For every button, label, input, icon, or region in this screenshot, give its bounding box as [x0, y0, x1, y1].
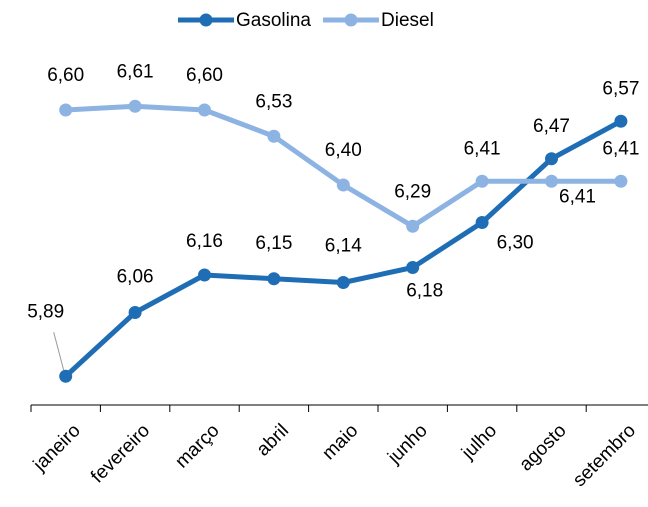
- data-label: 5,89: [27, 301, 64, 322]
- x-tick-label: fevereiro: [87, 420, 154, 487]
- legend-marker: [199, 13, 213, 27]
- point: [475, 174, 489, 188]
- point: [336, 178, 350, 192]
- x-tick-label: julho: [457, 420, 501, 464]
- point: [267, 272, 281, 286]
- point: [128, 306, 142, 319]
- x-tick-label: setembro: [569, 420, 640, 491]
- point: [59, 103, 73, 117]
- x-tick-label: abril: [253, 420, 293, 460]
- legend-label: Diesel: [381, 10, 434, 31]
- point: [614, 114, 628, 128]
- point: [128, 99, 142, 113]
- point: [545, 174, 558, 188]
- data-label: 6,14: [325, 236, 362, 257]
- data-label: 6,61: [117, 61, 154, 82]
- data-label: 6,41: [464, 138, 501, 159]
- x-tick-label: maio: [318, 420, 362, 464]
- x-tick-label: agosto: [515, 420, 570, 475]
- data-label: 6,47: [533, 116, 570, 137]
- point: [475, 216, 489, 229]
- point: [198, 103, 211, 117]
- point: [406, 261, 420, 274]
- x-tick-label: junho: [383, 420, 431, 468]
- data-label: 6,60: [186, 65, 223, 86]
- legend-marker: [344, 13, 358, 27]
- point: [267, 129, 281, 143]
- data-label: 6,41: [602, 138, 639, 159]
- data-label: 6,41: [559, 186, 596, 207]
- point: [59, 369, 73, 383]
- data-label: 6,53: [255, 91, 292, 112]
- data-label: 6,30: [497, 233, 534, 254]
- point: [406, 219, 420, 233]
- data-label: 6,06: [117, 267, 154, 288]
- data-label: 6,29: [394, 181, 431, 202]
- data-label: 6,15: [255, 233, 292, 254]
- point: [336, 276, 350, 289]
- leader-line: [53, 332, 65, 371]
- legend-label: Gasolina: [236, 10, 311, 31]
- x-tick-label: janeiro: [29, 420, 85, 476]
- data-label: 6,18: [406, 281, 443, 302]
- point: [614, 174, 628, 188]
- point: [198, 268, 211, 282]
- x-tick-label: março: [171, 420, 223, 472]
- data-label: 6,40: [325, 140, 362, 161]
- data-label: 6,60: [47, 65, 84, 86]
- point: [545, 152, 558, 166]
- data-label: 6,57: [602, 78, 639, 99]
- data-label: 6,16: [186, 231, 223, 252]
